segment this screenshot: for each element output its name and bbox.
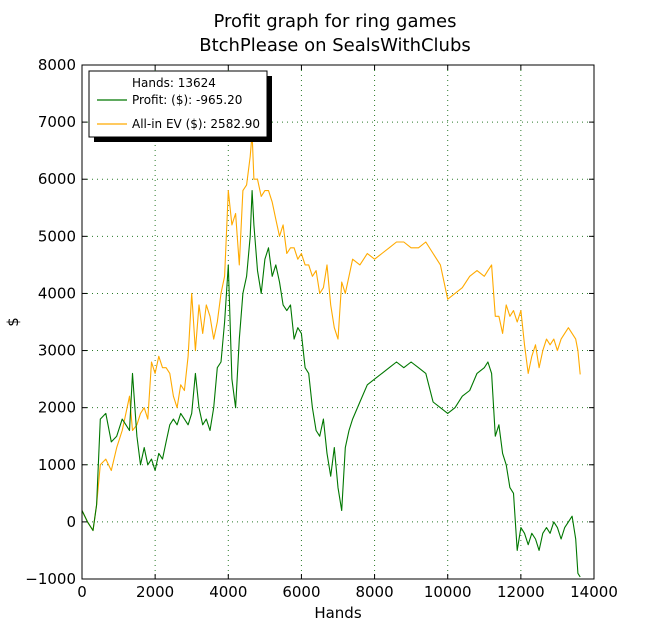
- legend: Hands: 13624 Profit: ($): -965.20 All-in…: [88, 70, 272, 142]
- x-tick-label: 0: [77, 583, 87, 601]
- y-tick-label: 6000: [38, 170, 76, 188]
- x-tick-label: 10000: [424, 583, 472, 601]
- y-axis-label: $: [4, 317, 22, 327]
- tick-layer: 0 2000 4000 6000 8000 10000 12000 14000−1000010…: [25, 56, 618, 601]
- x-tick-label: 12000: [497, 583, 545, 601]
- legend-entry-ev: All-in EV ($): 2582.90: [132, 117, 260, 131]
- x-tick-label: 2000: [136, 583, 174, 601]
- x-tick-label: 4000: [209, 583, 247, 601]
- chart-title-line-1: Profit graph for ring games: [214, 11, 457, 32]
- legend-box: [88, 70, 268, 138]
- y-tick-label: 5000: [38, 227, 76, 245]
- y-tick-label: 8000: [38, 56, 76, 74]
- x-axis-label: Hands: [314, 604, 361, 622]
- y-tick-label: 2000: [38, 399, 76, 417]
- legend-header: Hands: 13624: [132, 76, 216, 90]
- y-tick-label: 3000: [38, 342, 76, 360]
- y-tick-label: 4000: [38, 284, 76, 302]
- plot-frame: [81, 64, 595, 580]
- y-tick-label: 0: [66, 513, 76, 531]
- y-tick-label: 7000: [38, 113, 76, 131]
- series-layer: [81, 132, 581, 578]
- chart-title-line-2: BtchPlease on SealsWithClubs: [199, 35, 471, 56]
- x-tick-label: 6000: [282, 583, 320, 601]
- grid: [82, 65, 594, 579]
- x-tick-label: 14000: [570, 583, 618, 601]
- all-in-ev-line: [81, 132, 581, 532]
- y-tick-label: −1000: [25, 570, 76, 588]
- legend-entry-profit: Profit: ($): -965.20: [132, 93, 242, 107]
- profit-line: [81, 190, 581, 578]
- y-tick-label: 1000: [38, 456, 76, 474]
- x-tick-label: 8000: [355, 583, 393, 601]
